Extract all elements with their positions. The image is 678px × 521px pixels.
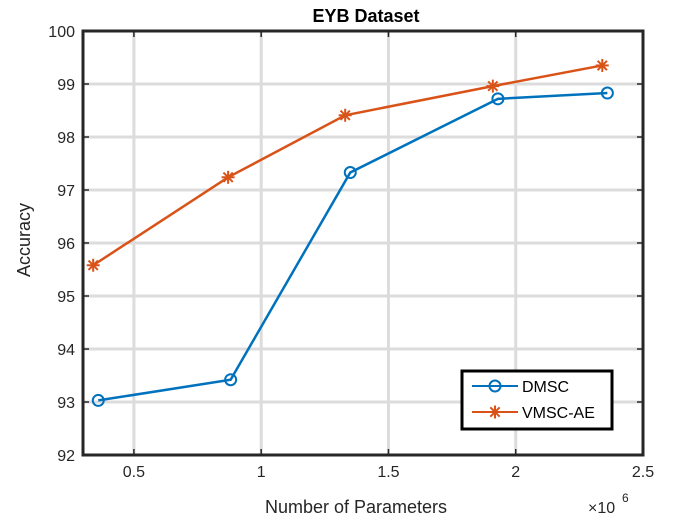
data-point-dmsc — [91, 393, 105, 407]
y-tick-label: 93 — [57, 395, 75, 412]
data-point-dmsc — [224, 373, 238, 387]
y-axis-label: Accuracy — [14, 203, 34, 277]
y-tick-label: 95 — [57, 289, 75, 306]
y-tick-label: 98 — [57, 130, 75, 147]
legend-entry-dmsc: DMSC — [472, 379, 569, 396]
data-point-vmsc-ae — [595, 58, 609, 72]
x-exponent: ×10 6 — [588, 491, 629, 517]
asterisk-stroke — [222, 171, 234, 183]
y-tick-label: 96 — [57, 236, 75, 253]
asterisk-stroke — [487, 80, 499, 92]
data-point-vmsc-ae — [338, 108, 352, 122]
asterisk-stroke — [596, 60, 608, 71]
x-exponent-base: ×10 — [588, 500, 615, 517]
legend-label-vmsc-ae: VMSC-AE — [522, 405, 595, 422]
data-point-dmsc — [343, 166, 357, 180]
y-tick-label: 99 — [57, 77, 75, 94]
asterisk-stroke — [339, 109, 351, 121]
x-tick-label: 0.5 — [123, 464, 145, 481]
legend-marker-vmsc-ae — [488, 405, 502, 419]
y-tick-label: 97 — [57, 183, 75, 200]
data-point-vmsc-ae — [86, 258, 100, 272]
x-tick-label: 2 — [511, 464, 520, 481]
legend-marker-dmsc — [488, 379, 502, 393]
data-point-dmsc — [600, 86, 614, 100]
y-tick-label: 92 — [57, 448, 75, 465]
x-tick-label: 1 — [257, 464, 266, 481]
series-line-dmsc — [98, 91, 608, 402]
chart-title: EYB Dataset — [312, 6, 419, 26]
legend-box — [460, 369, 614, 431]
legend-asterisk — [488, 405, 502, 419]
legend: DMSC VMSC-AE — [460, 369, 614, 431]
data-point-vmsc-ae — [221, 170, 235, 184]
data-point-vmsc-ae — [486, 79, 500, 93]
x-tick-label: 1.5 — [377, 464, 399, 481]
data-point-dmsc — [491, 92, 505, 106]
axis-ticks: 0.5 1 1.5 2 2.5 92 93 94 95 96 97 98 99 100 — [48, 24, 654, 481]
x-axis-label: Number of Parameters — [265, 497, 447, 517]
legend-label-dmsc: DMSC — [522, 379, 569, 396]
y-tick-label: 94 — [57, 342, 75, 359]
series-layer — [86, 58, 614, 407]
asterisk-stroke — [87, 259, 99, 271]
x-tick-label: 2.5 — [632, 464, 654, 481]
asterisk-stroke — [489, 406, 501, 418]
legend-entry-vmsc-ae: VMSC-AE — [472, 405, 595, 422]
x-exponent-power: 6 — [622, 491, 629, 505]
y-tick-label: 100 — [48, 24, 75, 41]
